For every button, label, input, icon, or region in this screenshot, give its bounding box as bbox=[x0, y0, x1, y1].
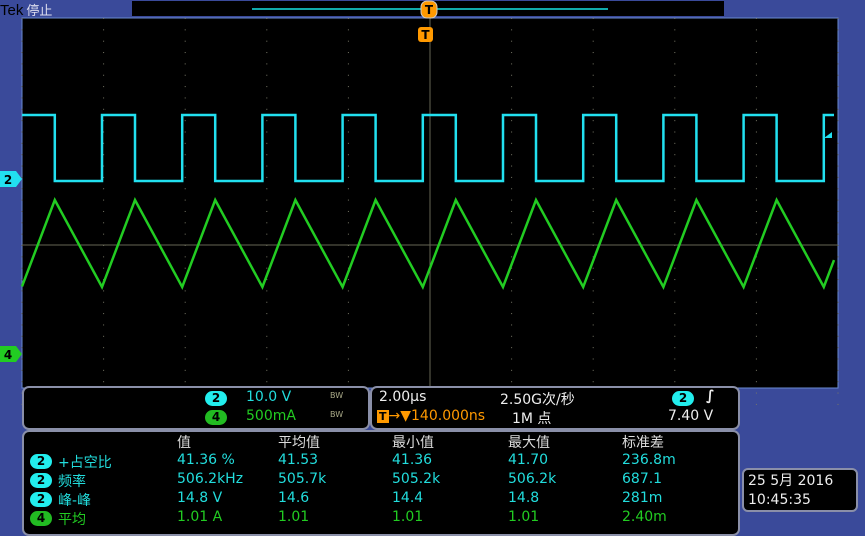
measurement-value: 41.53 bbox=[278, 452, 319, 468]
measurement-name: 平均 bbox=[58, 512, 86, 528]
measurement-value: 506.2kHz bbox=[177, 471, 244, 487]
trigger-source-badge[interactable]: 2 bbox=[672, 391, 694, 406]
ch2-scale: 10.0 V bbox=[246, 389, 292, 405]
ch2-bw-limit-icon: BW bbox=[330, 391, 344, 400]
measurement-value: 506.2k bbox=[508, 471, 557, 487]
trigger-level: 7.40 V bbox=[668, 408, 714, 424]
measurement-value: 1.01 bbox=[392, 509, 424, 525]
trigger-level-marker bbox=[824, 132, 832, 138]
measurement-value: 14.8 V bbox=[177, 490, 223, 506]
measurement-value: 41.36 bbox=[392, 452, 433, 468]
date-time-display: 25 5月 2016 10:45:35 bbox=[742, 468, 858, 512]
record-length: 1M 点 bbox=[512, 411, 552, 427]
ch4-badge[interactable]: 4 bbox=[205, 410, 227, 425]
measurement-value: 41.70 bbox=[508, 452, 549, 468]
tek-status: Tek 停止 bbox=[0, 0, 52, 19]
ch2-badge[interactable]: 2 bbox=[205, 391, 227, 406]
trigger-position: T →▼140.000ns bbox=[377, 408, 486, 424]
measurement-value: 41.36 % bbox=[177, 452, 235, 468]
measurement-value: 1.01 bbox=[278, 509, 310, 525]
measurement-name: 频率 bbox=[58, 474, 86, 490]
trigger-position-marker[interactable]: T T bbox=[418, 0, 438, 42]
measurement-value: 14.4 bbox=[392, 490, 424, 506]
measurement-panel[interactable]: 值 平均值 最小值 最大值 标准差 2 +占空比 41.36 % 41.53 41.36 41.70… bbox=[22, 430, 740, 536]
svg-text:2: 2 bbox=[4, 173, 12, 187]
vertical-settings-panel[interactable]: 2 10.0 V BW 4 500mA BW bbox=[22, 386, 370, 430]
measurement-value: 1.01 bbox=[508, 509, 540, 525]
ch4-bw-limit-icon: BW bbox=[330, 410, 344, 419]
run-status: 停止 bbox=[26, 3, 53, 18]
measurement-row[interactable]: 2 峰-峰 14.8 V 14.6 14.4 14.8 281m bbox=[24, 490, 738, 509]
measurement-value: 687.1 bbox=[622, 471, 663, 487]
rising-edge-icon: ∫ bbox=[706, 388, 715, 404]
column-header: 值 bbox=[177, 435, 191, 451]
brand-logo: Tek bbox=[0, 2, 24, 19]
date: 25 5月 2016 bbox=[748, 473, 834, 489]
ch2-ground-marker[interactable]: 2 bbox=[0, 171, 22, 187]
measurement-value: 14.8 bbox=[508, 490, 540, 506]
svg-text:T: T bbox=[425, 3, 434, 17]
horizontal-trigger-panel[interactable]: 2.00µs 2.50G次/秒 2 ∫ T →▼140.000ns 1M 点 7.… bbox=[370, 386, 740, 430]
measurement-name: +占空比 bbox=[58, 455, 112, 471]
measurement-row[interactable]: 2 +占空比 41.36 % 41.53 41.36 41.70 236.8m bbox=[24, 452, 738, 471]
measurement-value: 2.40m bbox=[622, 509, 667, 525]
measurement-row[interactable]: 2 频率 506.2kHz 505.7k 505.2k 506.2k 687.1 bbox=[24, 471, 738, 490]
trigger-marker[interactable]: T bbox=[421, 28, 430, 42]
column-header: 标准差 bbox=[622, 435, 664, 451]
column-header: 最小值 bbox=[392, 435, 434, 451]
column-header: 平均值 bbox=[278, 435, 320, 451]
channel-badge: 4 bbox=[30, 511, 52, 526]
measurement-row[interactable]: 4 平均 1.01 A 1.01 1.01 1.01 2.40m bbox=[24, 509, 738, 528]
measurement-value: 14.6 bbox=[278, 490, 310, 506]
time-scale: 2.00µs bbox=[379, 389, 427, 405]
ch4-scale: 500mA bbox=[246, 408, 296, 424]
time: 10:45:35 bbox=[748, 492, 811, 508]
svg-text:4: 4 bbox=[4, 348, 12, 362]
measurement-value: 1.01 A bbox=[177, 509, 223, 525]
measurement-value: 281m bbox=[622, 490, 663, 506]
measurement-name: 峰-峰 bbox=[58, 493, 92, 509]
measurement-value: 236.8m bbox=[622, 452, 676, 468]
channel-badge: 2 bbox=[30, 454, 52, 469]
channel-badge: 2 bbox=[30, 473, 52, 488]
channel-badge: 2 bbox=[30, 492, 52, 507]
measurement-value: 505.2k bbox=[392, 471, 441, 487]
column-header: 最大值 bbox=[508, 435, 550, 451]
ch4-waveform bbox=[20, 197, 836, 290]
ch2-waveform bbox=[22, 113, 834, 183]
sample-rate: 2.50G次/秒 bbox=[500, 392, 575, 408]
measurement-value: 505.7k bbox=[278, 471, 327, 487]
ch4-ground-marker[interactable]: 4 bbox=[0, 346, 22, 362]
